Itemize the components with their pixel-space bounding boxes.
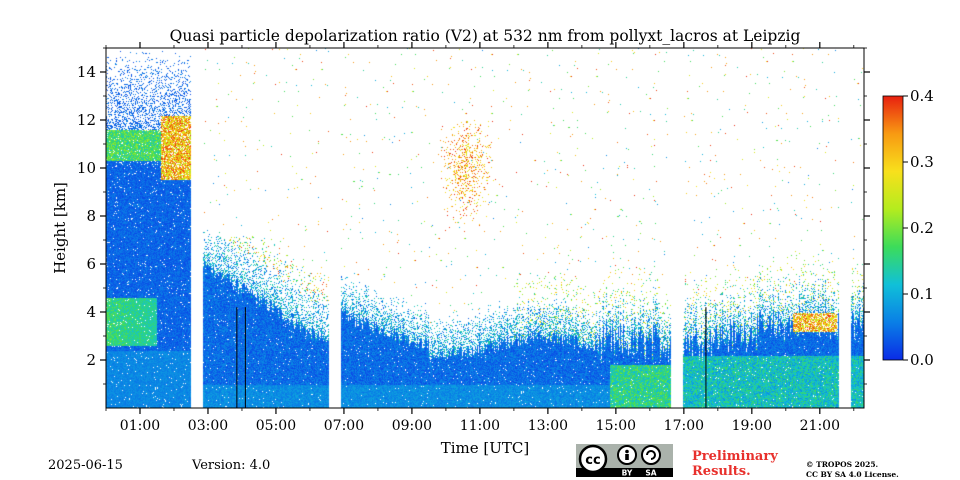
depolarization-heatmap	[106, 48, 864, 408]
copyright-line1: © TROPOS 2025.	[806, 460, 879, 469]
footer-version: Version: 4.0	[192, 458, 271, 473]
x-tick-label: 03:00	[188, 418, 228, 434]
heatmap-overlays	[236, 307, 707, 408]
cc-label: cc	[585, 453, 600, 468]
cc-by-sa-badge: cc BY SA	[576, 444, 673, 477]
x-axis: 01:00 03:00 05:00 07:00 09:00 11:00 13:00 15:00…	[105, 42, 855, 434]
colorbar-tick-label: 0.1	[910, 285, 934, 303]
x-tick-label: 05:00	[256, 418, 296, 434]
x-tick-label: 21:00	[800, 418, 840, 434]
colorbar-tick-label: 0.0	[910, 351, 934, 369]
y-tick-label: 8	[86, 207, 96, 225]
y-tick-label: 6	[86, 255, 96, 273]
plot-frame	[105, 47, 865, 409]
y-tick-label: 12	[77, 111, 96, 129]
y-tick-label: 2	[86, 351, 96, 369]
x-tick-label: 11:00	[460, 418, 500, 434]
y-tick-label: 10	[77, 159, 96, 177]
cc-icon	[578, 444, 608, 474]
x-tick-label: 13:00	[528, 418, 568, 434]
sa-label: SA	[645, 469, 656, 478]
by-label: BY	[622, 469, 633, 478]
plot-area	[105, 47, 865, 409]
preliminary-notice: Preliminary Results.	[692, 449, 778, 479]
y-axis-label: Height [km]	[51, 182, 69, 274]
colorbar-scale	[882, 95, 904, 361]
x-axis-label: Time [UTC]	[441, 439, 530, 457]
preliminary-line2: Results.	[692, 464, 751, 479]
x-tick-label: 19:00	[732, 418, 772, 434]
colorbar-tick-label: 0.2	[910, 219, 934, 237]
copyright-line2: CC BY SA 4.0 License.	[806, 470, 899, 479]
colorbar: 0.0 0.1 0.2 0.3 0.4	[882, 87, 934, 369]
preliminary-line1: Preliminary	[692, 449, 778, 464]
chart-title: Quasi particle depolarization ratio (V2)…	[170, 27, 801, 45]
y-axis: 2 4 6 8 10 12 14	[77, 47, 870, 385]
colorbar-tick-label: 0.3	[910, 153, 934, 171]
x-tick-label: 09:00	[392, 418, 432, 434]
x-tick-label: 15:00	[596, 418, 636, 434]
colorbar-tick-label: 0.4	[910, 87, 934, 105]
x-tick-label: 07:00	[324, 418, 364, 434]
x-tick-label: 01:00	[120, 418, 160, 434]
footer-date: 2025-06-15	[48, 458, 123, 473]
share-alike-icon	[641, 445, 661, 465]
y-tick-label: 14	[77, 63, 96, 81]
y-tick-label: 4	[86, 303, 96, 321]
x-tick-label: 17:00	[664, 418, 704, 434]
copyright-notice: © TROPOS 2025. CC BY SA 4.0 License.	[806, 460, 899, 480]
